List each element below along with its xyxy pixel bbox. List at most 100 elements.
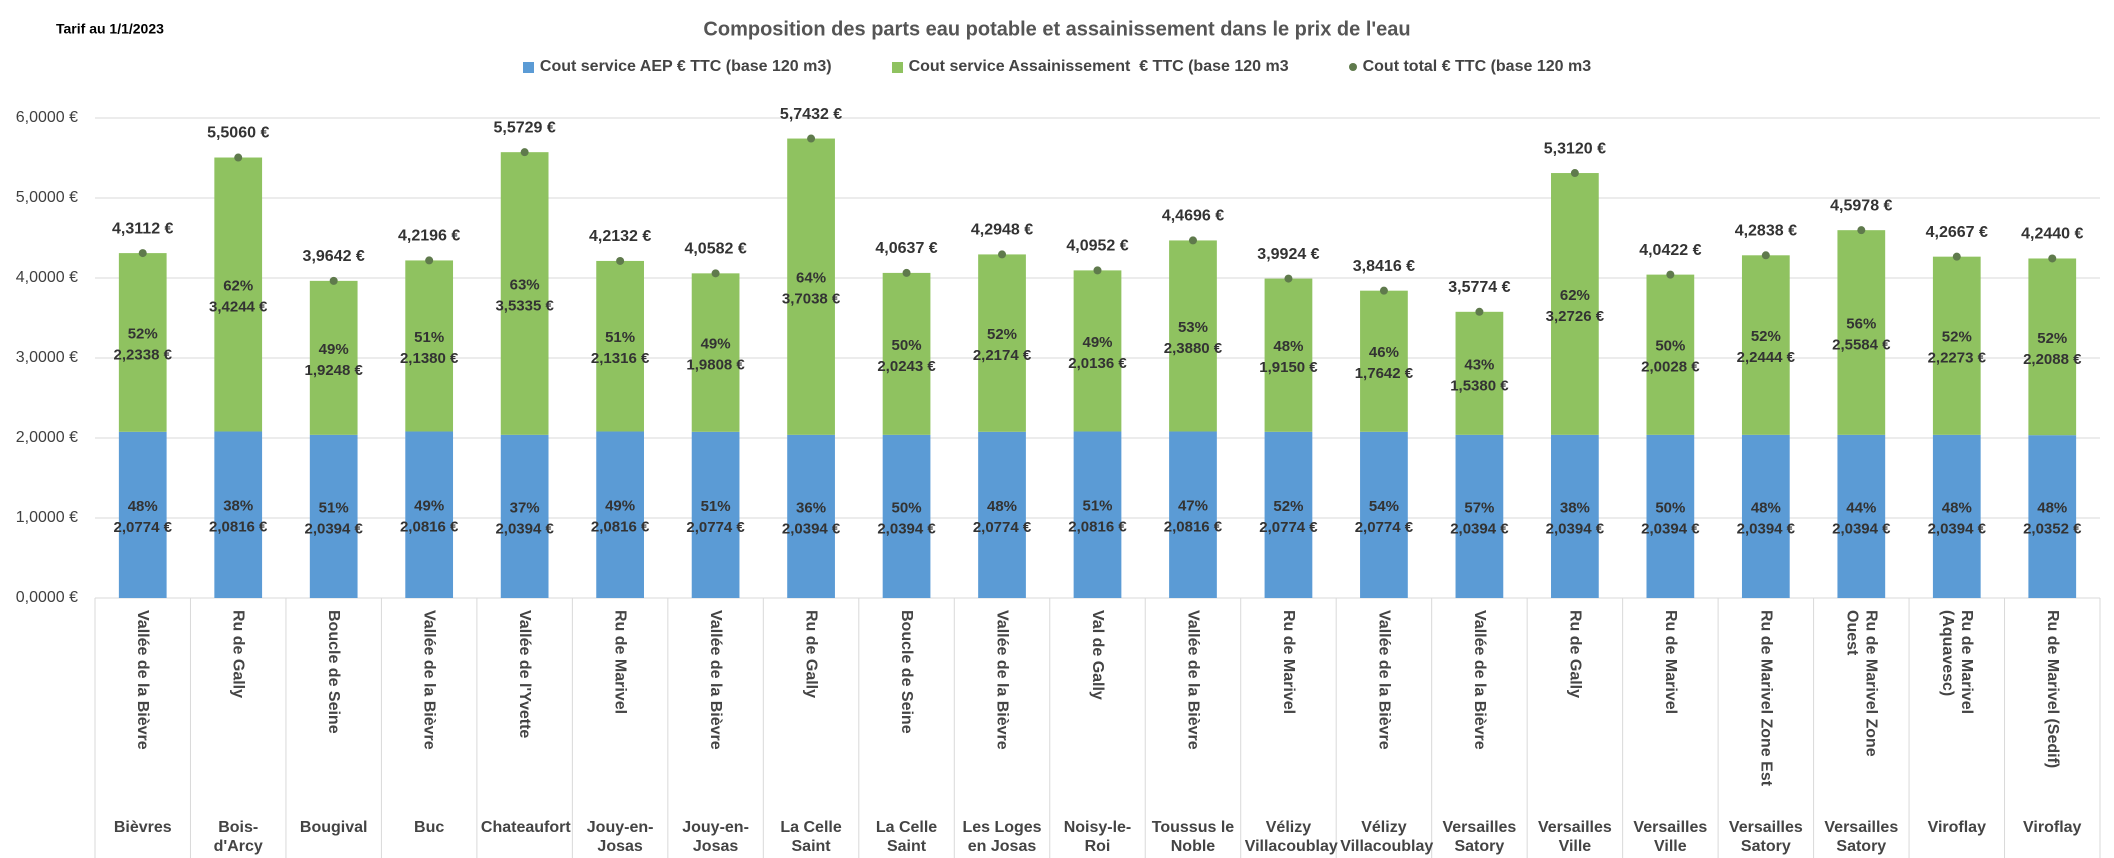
data-label: 2,0774 € xyxy=(686,519,745,536)
total-marker xyxy=(1284,274,1293,283)
x-subcategory-label: Vallée de la Bièvre xyxy=(1184,610,1202,750)
legend: Cout service AEP € TTC (base 120 m3) Cout… xyxy=(0,58,2114,76)
total-marker xyxy=(425,256,434,265)
x-tick-label: La Celle Saint Cloud xyxy=(780,819,842,858)
x-tick-label: Vélizy Villacoublay xyxy=(1340,819,1434,855)
percent-label: 52% xyxy=(2037,330,2067,347)
bar-segment xyxy=(1932,256,1981,435)
x-subcategory-label: Vallée de la Bièvre xyxy=(993,610,1011,750)
bar-segment xyxy=(1264,431,1313,598)
percent-label: 52% xyxy=(1273,498,1303,515)
x-subcategory-label: Vallée de la Bièvre xyxy=(134,610,152,750)
percent-label: 48% xyxy=(1751,499,1781,516)
x-tick-label: Chateaufort xyxy=(480,819,571,836)
percent-label: 52% xyxy=(1751,328,1781,345)
x-subcategory-label: Ru de Marivel xyxy=(1661,610,1679,715)
percent-label: 62% xyxy=(223,277,253,294)
percent-label: 48% xyxy=(2037,500,2067,517)
total-label: 4,4696 € xyxy=(1162,208,1224,225)
data-label: 2,0774 € xyxy=(1259,519,1318,536)
percent-label: 52% xyxy=(128,325,158,342)
data-label: 2,0816 € xyxy=(400,519,459,536)
legend-label: Cout service AEP € TTC (base 120 m3) xyxy=(539,58,832,75)
percent-label: 43% xyxy=(1464,356,1494,373)
x-subcategory-label: Ru de Marivel xyxy=(611,610,629,715)
total-marker xyxy=(1379,286,1388,295)
bar-segment xyxy=(309,280,358,435)
bar-segment xyxy=(1073,431,1122,598)
x-subcategory-label: Boucle de Seine xyxy=(325,610,343,734)
x-tick-label: Les Loges en Josas xyxy=(962,819,1042,855)
x-tick-label: Jouy-en-Josas xyxy=(586,819,654,855)
bar-segment xyxy=(309,434,358,598)
bar-segment xyxy=(1455,311,1504,435)
bar-segment xyxy=(1646,274,1695,435)
bar-segment xyxy=(1837,230,1886,435)
data-label: 2,0394 € xyxy=(1928,520,1987,537)
bar-segment xyxy=(1360,431,1408,598)
percent-label: 48% xyxy=(128,498,158,515)
bar-segment xyxy=(1455,434,1504,598)
percent-label: 52% xyxy=(1942,329,1972,346)
x-subcategory-label: Vallée de la Bièvre xyxy=(1470,610,1488,750)
x-subcategory-label: Ru de Marivel (Aquavesc) xyxy=(1938,610,1975,715)
legend-item: Cout service Assainissement € TTC (base … xyxy=(891,58,1289,76)
legend-label: Cout service Assainissement € TTC (base … xyxy=(908,58,1289,75)
data-label: 2,3880 € xyxy=(1164,340,1223,357)
x-subcategory-label: Vallée de la Bièvre xyxy=(707,610,725,750)
bar-segment xyxy=(2028,435,2077,598)
data-label: 1,9150 € xyxy=(1259,359,1318,376)
bar-segment xyxy=(1646,434,1695,598)
bar-segment xyxy=(978,431,1026,598)
x-subcategory-label: Ru de Gally xyxy=(802,610,820,699)
x-tick-label: Bougival xyxy=(299,819,368,836)
bar-segment xyxy=(882,434,931,598)
y-tick-label: 6,0000 € xyxy=(16,109,78,126)
bar-segment xyxy=(2028,258,2077,436)
percent-label: 49% xyxy=(701,336,731,353)
percent-label: 63% xyxy=(510,276,540,293)
percent-label: 50% xyxy=(892,499,922,516)
legend-item: Cout total € TTC (base 120 m3 xyxy=(1348,58,1592,76)
legend-label: Cout total € TTC (base 120 m3 xyxy=(1362,58,1592,75)
percent-label: 50% xyxy=(1655,338,1685,355)
percent-label: 54% xyxy=(1369,498,1399,515)
total-marker xyxy=(329,276,338,285)
x-tick-label: Viroflay xyxy=(1927,819,1986,836)
data-label: 2,0136 € xyxy=(1068,355,1127,372)
data-label: 1,9248 € xyxy=(304,362,363,379)
data-label: 2,0243 € xyxy=(877,358,936,375)
total-label: 4,5978 € xyxy=(1830,197,1892,214)
data-label: 2,0394 € xyxy=(1546,520,1605,537)
total-marker xyxy=(1475,307,1484,316)
legend-swatch xyxy=(1348,63,1357,71)
x-subcategory-label: Val de Gally xyxy=(1089,610,1106,700)
y-tick-label: 0,0000 € xyxy=(16,589,78,606)
bar-segment xyxy=(787,138,835,435)
x-subcategory-label: Ru de Marivel Zone Est xyxy=(1757,610,1775,787)
total-marker xyxy=(1952,252,1961,261)
data-label: 2,2273 € xyxy=(1928,350,1987,367)
bar-segment xyxy=(691,431,740,598)
legend-swatch xyxy=(891,61,903,73)
total-label: 4,0422 € xyxy=(1639,242,1701,259)
total-marker xyxy=(1570,169,1579,178)
percent-label: 57% xyxy=(1464,499,1494,516)
total-label: 4,0952 € xyxy=(1066,238,1128,255)
total-marker xyxy=(616,256,625,265)
total-label: 5,5060 € xyxy=(207,125,269,142)
total-label: 4,2838 € xyxy=(1735,223,1797,240)
x-tick-label: Versailles Satory xyxy=(1728,819,1803,855)
bar-segment xyxy=(214,157,263,432)
data-label: 2,1380 € xyxy=(400,350,459,367)
x-subcategory-label: Vallée de l'Yvette xyxy=(516,610,534,739)
legend-swatch xyxy=(522,61,534,73)
data-label: 2,0816 € xyxy=(1164,519,1223,536)
percent-label: 44% xyxy=(1846,499,1876,516)
x-subcategory-label: Vallée de la Bièvre xyxy=(420,610,438,750)
percent-label: 46% xyxy=(1369,344,1399,361)
percent-label: 51% xyxy=(414,329,444,346)
data-label: 2,0774 € xyxy=(1355,519,1414,536)
bar-segment xyxy=(500,434,549,598)
bar-segment xyxy=(596,260,644,432)
